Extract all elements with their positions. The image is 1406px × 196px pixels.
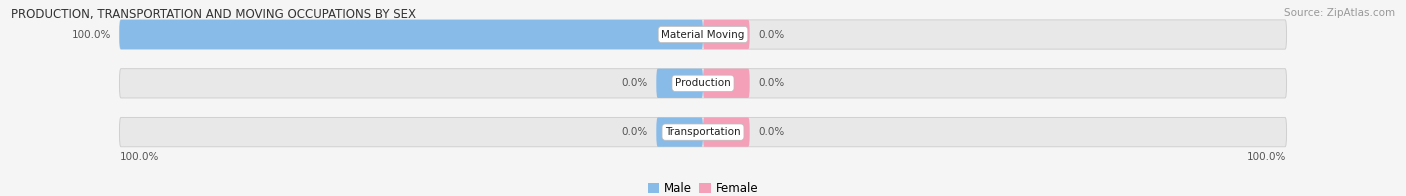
Text: 0.0%: 0.0% [621, 127, 648, 137]
Text: 100.0%: 100.0% [120, 152, 159, 162]
FancyBboxPatch shape [657, 117, 703, 147]
Text: 0.0%: 0.0% [758, 127, 785, 137]
FancyBboxPatch shape [120, 20, 1286, 49]
Legend: Male, Female: Male, Female [648, 182, 758, 195]
Text: PRODUCTION, TRANSPORTATION AND MOVING OCCUPATIONS BY SEX: PRODUCTION, TRANSPORTATION AND MOVING OC… [11, 8, 416, 21]
FancyBboxPatch shape [120, 117, 1286, 147]
Text: 0.0%: 0.0% [621, 78, 648, 88]
Text: Production: Production [675, 78, 731, 88]
FancyBboxPatch shape [703, 20, 749, 49]
Text: Source: ZipAtlas.com: Source: ZipAtlas.com [1284, 8, 1395, 18]
Text: 100.0%: 100.0% [1247, 152, 1286, 162]
FancyBboxPatch shape [120, 20, 703, 49]
FancyBboxPatch shape [657, 69, 703, 98]
Text: 0.0%: 0.0% [758, 78, 785, 88]
Text: 0.0%: 0.0% [758, 30, 785, 40]
FancyBboxPatch shape [703, 117, 749, 147]
Text: 100.0%: 100.0% [72, 30, 111, 40]
Text: Material Moving: Material Moving [661, 30, 745, 40]
FancyBboxPatch shape [120, 69, 1286, 98]
FancyBboxPatch shape [703, 69, 749, 98]
Text: Transportation: Transportation [665, 127, 741, 137]
